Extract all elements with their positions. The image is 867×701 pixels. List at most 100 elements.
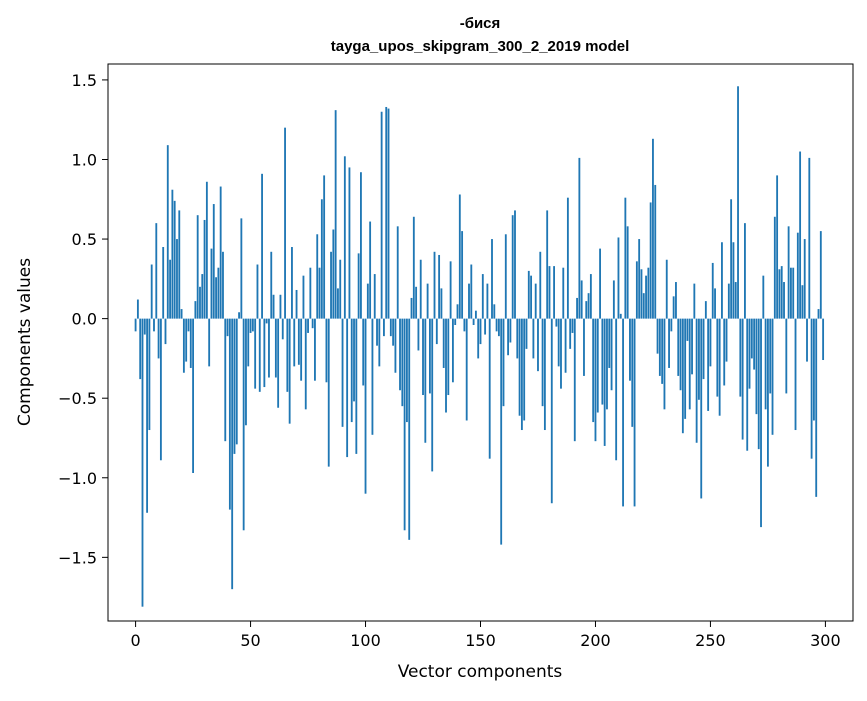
- bar-199: [592, 318, 595, 423]
- bar-262: [737, 86, 739, 319]
- bar-236: [677, 318, 680, 376]
- bar-19: [178, 210, 181, 319]
- bar-30: [203, 219, 206, 319]
- bar-261: [734, 282, 737, 319]
- y-tick-label-0: −1.5: [58, 548, 97, 567]
- bar-51: [251, 318, 254, 332]
- bar-193: [578, 157, 581, 319]
- bar-57: [265, 318, 268, 324]
- bar-67: [288, 318, 291, 424]
- bar-118: [406, 318, 408, 423]
- bar-110: [387, 108, 390, 319]
- bar-273: [762, 275, 765, 319]
- bar-75: [307, 318, 309, 333]
- bar-108: [383, 318, 385, 337]
- bar-39: [224, 318, 227, 442]
- bar-100: [364, 318, 367, 494]
- bar-98: [360, 172, 362, 319]
- bar-78: [314, 318, 316, 381]
- bar-264: [741, 318, 744, 440]
- bar-20: [180, 309, 183, 319]
- bar-26: [194, 301, 197, 319]
- bar-129: [431, 318, 434, 472]
- bar-229: [661, 318, 664, 384]
- bar-182: [553, 266, 555, 319]
- bar-196: [585, 301, 588, 319]
- bar-185: [560, 318, 562, 389]
- bar-137: [449, 261, 452, 319]
- bar-187: [564, 318, 567, 373]
- bar-111: [389, 318, 392, 337]
- bar-27: [196, 215, 199, 319]
- bar-160: [502, 318, 505, 407]
- bar-287: [794, 318, 797, 431]
- bar-115: [399, 318, 401, 391]
- bar-258: [727, 283, 730, 319]
- bar-99: [362, 318, 365, 386]
- bar-298: [819, 231, 822, 319]
- bar-279: [776, 175, 779, 319]
- axis-ticks: 0 50 100 150 200 250 300 −1.5 −1.0 −0.5 0.0 0.5 1.0 1…: [58, 71, 841, 650]
- bar-223: [647, 267, 650, 319]
- bar-180: [548, 266, 551, 319]
- bar-81: [320, 199, 323, 319]
- bar-249: [707, 318, 710, 411]
- bar-125: [422, 318, 424, 396]
- bar-208: [612, 280, 615, 319]
- bar-237: [679, 318, 682, 391]
- bar-38: [222, 251, 224, 319]
- bar-161: [504, 234, 507, 319]
- bar-80: [318, 267, 321, 319]
- bar-71: [297, 318, 300, 365]
- bar-188: [566, 197, 569, 319]
- bar-294: [810, 318, 813, 459]
- bar-25: [192, 318, 194, 473]
- bar-95: [353, 318, 355, 402]
- bar-162: [507, 318, 510, 356]
- bar-37: [219, 186, 222, 319]
- bar-22: [185, 318, 188, 362]
- bar-299: [822, 318, 825, 361]
- bar-1: [136, 299, 139, 319]
- bar-235: [675, 282, 677, 319]
- bar-171: [527, 270, 530, 319]
- bar-247: [702, 318, 705, 380]
- bar-56: [263, 318, 266, 388]
- bar-207: [610, 318, 613, 391]
- bar-155: [491, 239, 493, 319]
- bar-59: [270, 251, 273, 319]
- x-tick-label-200: 200: [580, 631, 611, 650]
- bar-225: [652, 138, 654, 319]
- bar-119: [408, 318, 411, 540]
- bar-227: [656, 318, 659, 354]
- bar-280: [778, 269, 781, 319]
- bar-107: [380, 111, 383, 319]
- bar-60: [272, 294, 275, 319]
- bar-135: [445, 318, 447, 413]
- plot-frame: [107, 63, 854, 622]
- bar-211: [619, 313, 622, 319]
- bar-190: [571, 318, 574, 333]
- bar-259: [730, 199, 733, 319]
- bar-274: [764, 318, 767, 410]
- bar-2: [139, 318, 142, 380]
- bar-197: [587, 293, 590, 319]
- bar-296: [815, 318, 818, 497]
- bar-141: [458, 194, 461, 319]
- bar-192: [576, 297, 578, 319]
- bar-214: [626, 226, 629, 319]
- bar-24: [189, 318, 192, 368]
- bar-18: [176, 239, 178, 319]
- bar-64: [281, 318, 284, 340]
- y-tick-label-5: 1.0: [72, 150, 97, 169]
- bar-105: [376, 318, 378, 346]
- bar-79: [316, 234, 319, 319]
- bar-203: [601, 318, 604, 405]
- bar-169: [523, 318, 526, 421]
- bar-245: [698, 318, 700, 400]
- bar-29: [201, 274, 204, 319]
- bar-204: [603, 318, 606, 446]
- bar-257: [725, 318, 728, 362]
- bar-152: [484, 318, 487, 335]
- bar-250: [709, 318, 712, 367]
